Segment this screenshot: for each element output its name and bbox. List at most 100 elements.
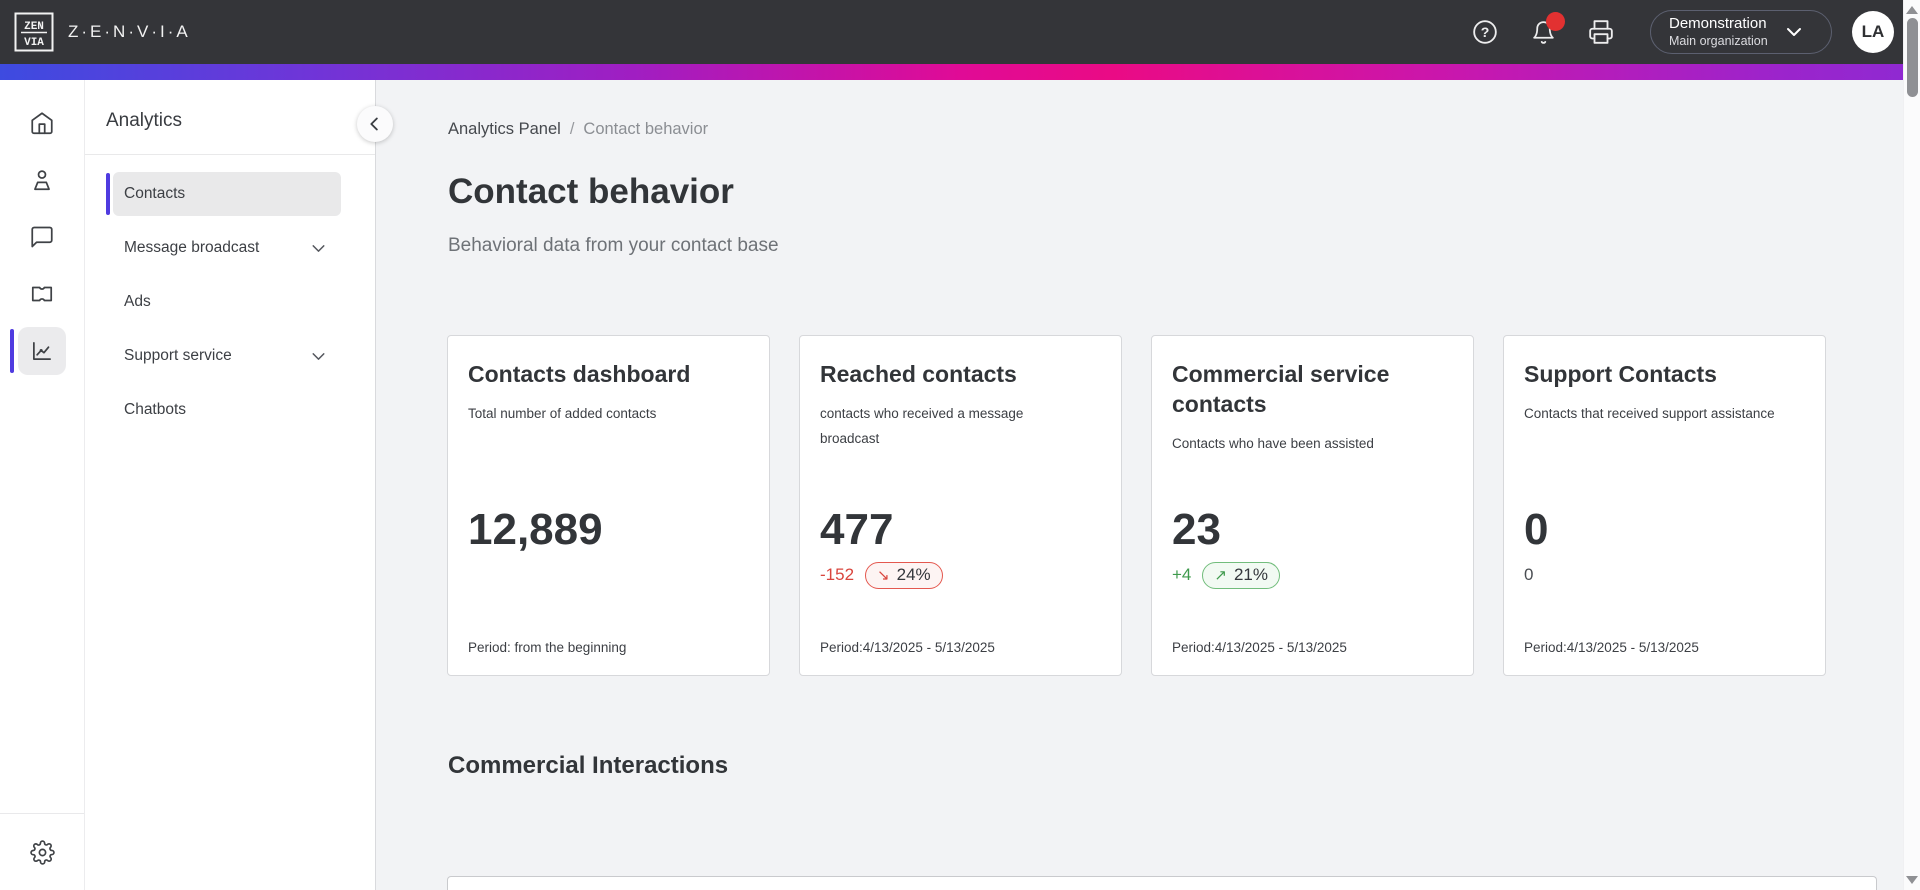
rail-item-contacts[interactable] <box>18 156 66 204</box>
zenvia-brand[interactable]: ZEN VIA Z·E·N·V·I·A <box>0 12 191 52</box>
card-support-contacts: Support Contacts Contacts that received … <box>1503 335 1826 676</box>
svg-text:ZEN: ZEN <box>24 21 44 33</box>
card-contacts-dashboard: Contacts dashboard Total number of added… <box>447 335 770 676</box>
card-period: Period: from the beginning <box>468 640 627 655</box>
svg-text:?: ? <box>1481 24 1490 40</box>
breadcrumb-separator: / <box>569 120 575 138</box>
delta-value: 0 <box>1524 565 1534 584</box>
panel-header: Analytics <box>85 80 393 155</box>
bell-icon <box>1532 20 1554 44</box>
trend-pill-up: ↗ 21% <box>1202 561 1280 589</box>
organization-name: Demonstration <box>1669 14 1767 32</box>
zenvia-wordmark: Z·E·N·V·I·A <box>68 22 191 41</box>
chevron-down-icon <box>1786 28 1801 36</box>
card-period: Period:4/13/2025 - 5/13/2025 <box>820 640 995 655</box>
card-title: Support Contacts <box>1524 361 1717 387</box>
sidebar-item-label: Chatbots <box>124 401 187 418</box>
rail-item-conversations[interactable] <box>18 213 66 261</box>
sidebar-item-label: Support service <box>124 347 232 364</box>
card-reached-contacts: Reached contacts contacts who received a… <box>799 335 1122 676</box>
rail-item-home[interactable] <box>18 99 66 147</box>
sidebar-item-message-broadcast[interactable]: Message broadcast <box>113 226 341 270</box>
top-header: ZEN VIA Z·E·N·V·I·A ? <box>0 0 1920 64</box>
delta-row: -152 ↘ 24% <box>820 561 943 589</box>
sidebar-item-label: Contacts <box>124 185 186 202</box>
header-actions: ? Demonstration Main organization <box>1440 10 1920 54</box>
active-indicator <box>10 329 14 373</box>
notifications-button[interactable] <box>1530 12 1565 45</box>
organization-selector[interactable]: Demonstration Main organization <box>1650 10 1832 54</box>
rail-item-tickets[interactable] <box>18 270 66 318</box>
user-avatar[interactable]: LA <box>1852 11 1894 53</box>
card-period: Period:4/13/2025 - 5/13/2025 <box>1172 640 1347 655</box>
help-icon: ? <box>1473 20 1497 44</box>
delta-percentage: 24% <box>896 565 931 584</box>
collapse-panel-button[interactable] <box>357 106 393 142</box>
panel-title: Analytics <box>106 110 183 131</box>
scrollbar-thumb[interactable] <box>1907 18 1918 97</box>
organization-subtitle: Main organization <box>1669 33 1768 48</box>
brand-gradient-bar <box>0 64 1920 80</box>
main-content: Analytics Panel / Contact behavior Conta… <box>377 80 1903 890</box>
analytics-sidebar: Analytics Contacts Message broadcast Ads… <box>85 80 393 890</box>
scrollbar-up-arrow[interactable] <box>1906 6 1918 14</box>
sidebar-item-support-service[interactable]: Support service <box>113 334 341 378</box>
tickets-icon <box>31 286 53 302</box>
delta-row: +4 ↗ 21% <box>1172 561 1280 589</box>
notification-badge <box>1546 12 1565 31</box>
sidebar-item-label: Ads <box>124 293 151 310</box>
panel-menu: Contacts Message broadcast Ads Support s… <box>85 172 375 442</box>
stat-cards-row: Contacts dashboard Total number of added… <box>447 335 1826 676</box>
help-button[interactable]: ? <box>1472 19 1498 45</box>
card-commercial-service-contacts: Commercial service contacts Contacts who… <box>1151 335 1474 676</box>
zenvia-logo-icon: ZEN VIA <box>14 12 54 52</box>
trend-pill-down: ↘ 24% <box>865 561 943 589</box>
sidebar-item-contacts[interactable]: Contacts <box>106 172 341 216</box>
rail-item-analytics[interactable] <box>10 327 66 375</box>
section-heading-commercial-interactions: Commercial Interactions <box>448 752 729 779</box>
analytics-chart-icon <box>33 342 51 360</box>
scrollbar-down-arrow[interactable] <box>1906 876 1918 884</box>
print-icon <box>1589 20 1613 44</box>
card-title: Contacts dashboard <box>468 361 691 387</box>
delta-value: +4 <box>1172 565 1192 584</box>
delta-value: -152 <box>820 565 855 584</box>
page-subtitle: Behavioral data from your contact base <box>448 235 779 256</box>
chevron-down-icon <box>312 352 325 360</box>
conversations-chat-icon <box>31 226 53 248</box>
commercial-interactions-card-top <box>447 876 1877 890</box>
delta-row: 0 <box>1524 561 1533 589</box>
sidebar-item-ads[interactable]: Ads <box>113 280 341 324</box>
card-description: contacts who received a message broadcas… <box>820 405 1024 446</box>
rail-settings-area[interactable] <box>0 813 84 890</box>
active-indicator <box>106 173 110 215</box>
breadcrumb: Analytics Panel / Contact behavior <box>448 120 708 139</box>
vertical-scrollbar[interactable] <box>1903 0 1920 890</box>
card-value: 23 <box>1172 505 1221 554</box>
sidebar-item-label: Message broadcast <box>124 239 260 256</box>
chevron-down-icon <box>312 244 325 252</box>
card-period: Period:4/13/2025 - 5/13/2025 <box>1524 640 1699 655</box>
trend-down-icon: ↘ <box>877 566 890 584</box>
home-icon <box>31 112 53 135</box>
card-value: 0 <box>1524 505 1549 554</box>
card-title: Commercial service contacts <box>1172 361 1390 417</box>
card-value: 477 <box>820 505 894 554</box>
contacts-person-icon <box>34 170 50 191</box>
settings-gear-icon <box>29 839 55 865</box>
trend-up-icon: ↗ <box>1214 566 1227 584</box>
breadcrumb-current: Contact behavior <box>583 120 709 138</box>
nav-rail <box>0 80 85 890</box>
card-description: Total number of added contacts <box>468 405 657 421</box>
sidebar-item-chatbots[interactable]: Chatbots <box>113 388 341 432</box>
card-title: Reached contacts <box>820 361 1017 387</box>
chevron-left-icon <box>370 117 378 131</box>
breadcrumb-analytics-panel[interactable]: Analytics Panel <box>448 120 561 138</box>
print-button[interactable] <box>1588 19 1614 45</box>
card-description: Contacts who have been assisted <box>1172 435 1374 451</box>
svg-text:VIA: VIA <box>24 37 44 49</box>
card-value: 12,889 <box>468 505 603 554</box>
delta-percentage: 21% <box>1233 565 1268 584</box>
card-description: Contacts that received support assistanc… <box>1524 405 1775 421</box>
page-title: Contact behavior <box>448 172 734 211</box>
